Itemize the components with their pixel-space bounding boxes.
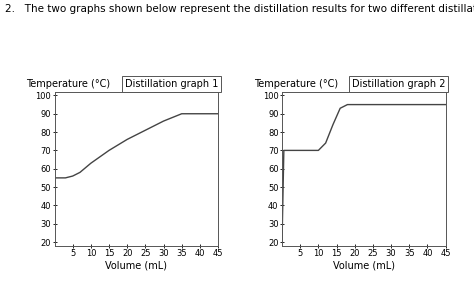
- Text: 2.   The two graphs shown below represent the distillation results for two diffe: 2. The two graphs shown below represent …: [5, 4, 474, 15]
- X-axis label: Volume (mL): Volume (mL): [105, 261, 167, 271]
- X-axis label: Volume (mL): Volume (mL): [333, 261, 395, 271]
- Text: Distillation graph 1: Distillation graph 1: [125, 79, 218, 89]
- Text: Temperature (°C): Temperature (°C): [254, 79, 337, 89]
- Text: Temperature (°C): Temperature (°C): [26, 79, 110, 89]
- Text: Distillation graph 2: Distillation graph 2: [352, 79, 446, 89]
